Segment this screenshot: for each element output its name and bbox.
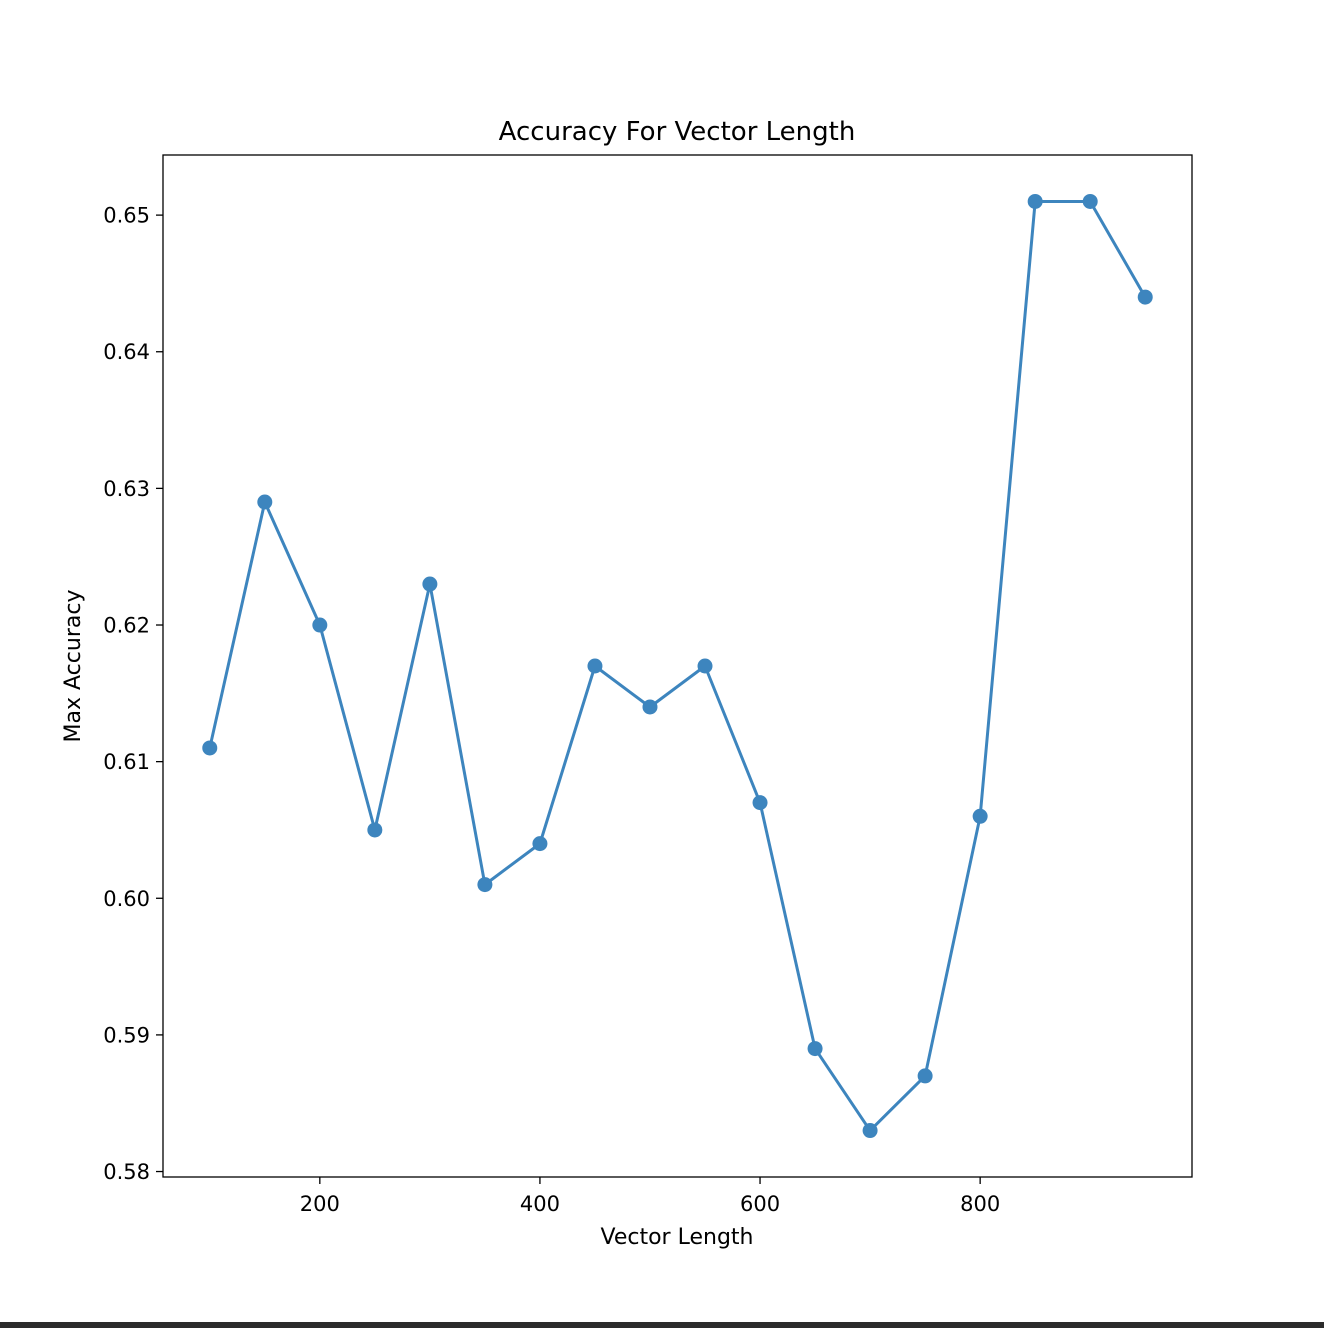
series-layer (202, 193, 1153, 1139)
y-tick-label: 0.65 (103, 204, 150, 228)
data-point (477, 877, 493, 893)
taskbar-strip (0, 1322, 1324, 1328)
data-point (972, 808, 988, 824)
x-tick-label: 600 (740, 1192, 780, 1216)
x-tick-label: 800 (960, 1192, 1000, 1216)
data-point (862, 1123, 878, 1139)
x-axis-title: Vector Length (601, 1225, 754, 1250)
series-line (208, 199, 1147, 1133)
data-point (532, 836, 548, 852)
data-point (752, 795, 768, 811)
x-tick-label: 400 (520, 1192, 560, 1216)
y-axis-title: Max Accuracy (61, 590, 86, 743)
data-point (587, 658, 603, 674)
plot-area (162, 154, 1193, 1178)
y-tick-label: 0.64 (103, 340, 150, 364)
x-tick-label: 200 (300, 1192, 340, 1216)
data-point (202, 740, 218, 756)
y-tick-label: 0.61 (103, 750, 150, 774)
plot-frame (162, 154, 1193, 1178)
y-tick-label: 0.59 (103, 1023, 150, 1047)
data-point (697, 658, 713, 674)
data-point (807, 1041, 823, 1057)
data-point (367, 822, 383, 838)
data-point (1137, 289, 1153, 305)
x-axis: 200 400 600 800 (300, 1177, 1000, 1216)
data-point (257, 494, 273, 510)
y-tick-label: 0.58 (103, 1160, 150, 1184)
data-point (1082, 193, 1098, 209)
y-axis: 0.58 0.59 0.60 0.61 0.62 0.63 0.64 0.65 (103, 204, 163, 1184)
data-point (642, 699, 658, 715)
y-tick-label: 0.62 (103, 614, 150, 638)
data-point (1027, 193, 1043, 209)
y-tick-label: 0.63 (103, 477, 150, 501)
y-tick-label: 0.60 (103, 887, 150, 911)
chart-title: Accuracy For Vector Length (499, 117, 856, 147)
data-point (312, 617, 328, 633)
data-point (422, 576, 438, 592)
data-point (917, 1068, 933, 1084)
